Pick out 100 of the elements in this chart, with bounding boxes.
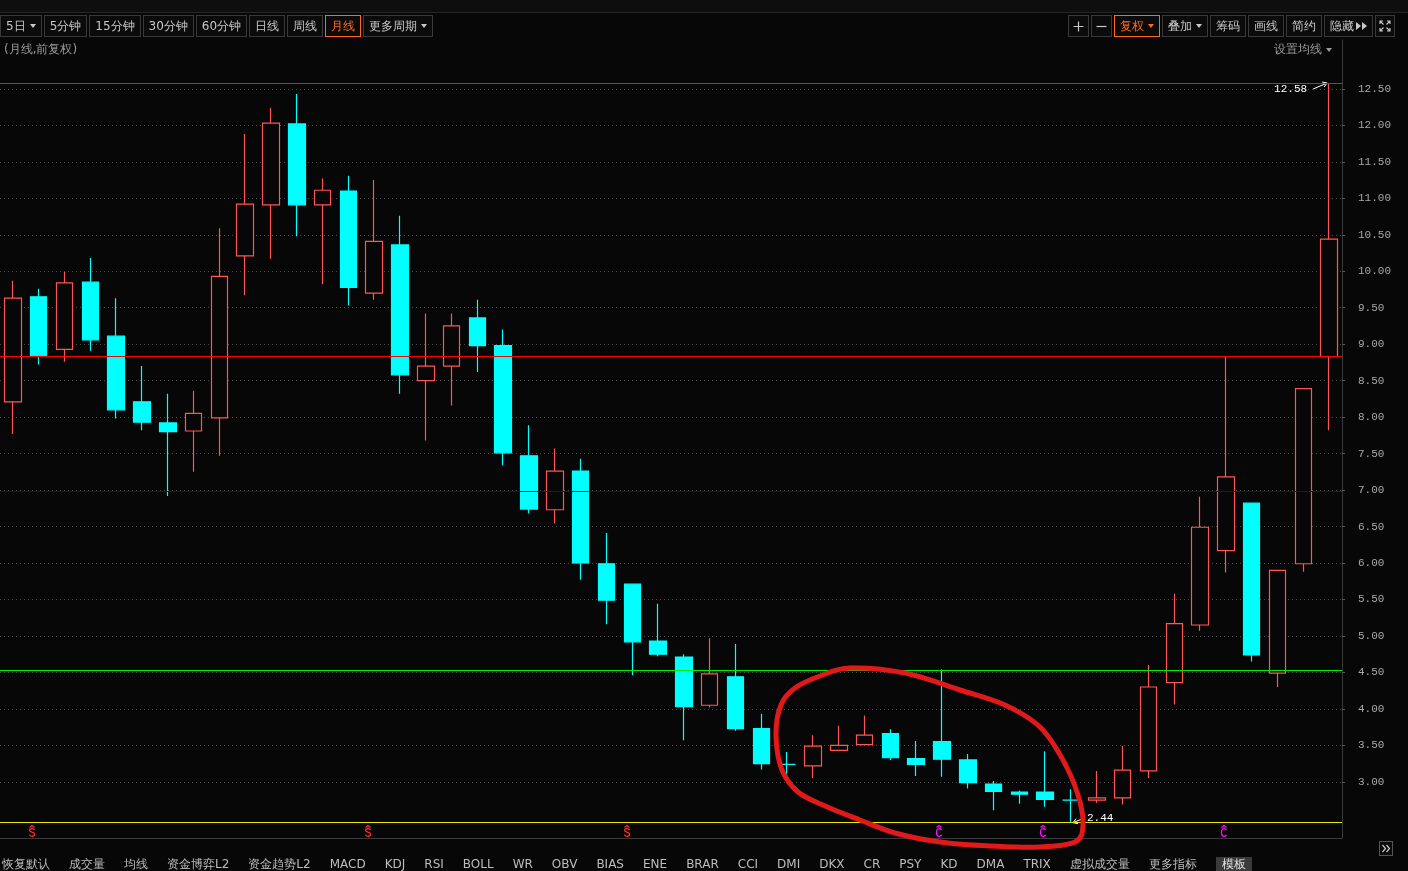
y-tick-label: 9.00 xyxy=(1358,338,1385,351)
text: WR xyxy=(512,857,533,871)
candlestick xyxy=(1268,569,1287,688)
candlestick xyxy=(984,780,1003,811)
candlestick xyxy=(261,107,281,260)
candlestick xyxy=(158,393,178,497)
text: 资金趋势L2 xyxy=(248,857,311,871)
candlestick xyxy=(1190,496,1210,632)
candlestick xyxy=(726,643,745,732)
text: DMI xyxy=(777,857,801,871)
text: 月线 xyxy=(331,17,356,35)
annotation: 2.44 xyxy=(1087,811,1114,824)
text: BIAS xyxy=(596,857,624,871)
text: ENE xyxy=(642,857,668,871)
y-tick-label: 10.00 xyxy=(1358,265,1392,278)
y-tick-label: 12.00 xyxy=(1358,119,1392,132)
candlestick xyxy=(1113,745,1132,806)
candlestick xyxy=(623,583,642,676)
text: 日线 xyxy=(255,17,280,35)
text: MACD xyxy=(329,857,366,871)
text: 筹码 xyxy=(1216,17,1240,35)
candlestick xyxy=(519,424,539,514)
candlestick xyxy=(493,328,513,466)
candlestick xyxy=(55,271,74,363)
y-tick-label: 8.50 xyxy=(1358,374,1385,387)
candlestick xyxy=(1087,770,1107,804)
text: 恢复默认 xyxy=(2,857,50,871)
candlestick xyxy=(210,227,229,457)
text: BOLL xyxy=(462,857,494,871)
text: 资金博弈L2 xyxy=(167,857,230,871)
candlestick xyxy=(571,458,590,581)
text: 5日 xyxy=(6,17,26,35)
text: DMA xyxy=(976,857,1005,871)
candlestick xyxy=(958,753,978,789)
annotation: (月线,前复权) xyxy=(4,41,78,58)
candlestick xyxy=(881,728,900,761)
candlestick xyxy=(364,179,384,301)
y-tick-label: 3.00 xyxy=(1358,775,1385,788)
candlestick xyxy=(1035,750,1055,808)
candlestick xyxy=(235,133,255,296)
candlestick xyxy=(700,637,719,709)
text: KDJ xyxy=(384,857,406,871)
text: RSI xyxy=(424,857,444,871)
candlestick xyxy=(829,725,849,752)
text: 更多指标 xyxy=(1148,857,1197,871)
candlestick xyxy=(674,653,694,741)
annotation: 设置均线 xyxy=(1274,41,1322,58)
y-tick-label: 5.00 xyxy=(1358,629,1385,642)
candlestick xyxy=(855,714,874,746)
text: BRAR xyxy=(686,857,719,871)
y-tick-label: 12.50 xyxy=(1358,82,1392,95)
y-tick-label: 9.50 xyxy=(1358,301,1385,314)
annotation: 12.58 xyxy=(1274,83,1308,96)
text: 叠加 xyxy=(1168,17,1192,35)
text: CCI xyxy=(737,857,759,871)
text: 简约 xyxy=(1292,17,1316,35)
text: 复权 xyxy=(1120,17,1144,35)
text: 更多周期 xyxy=(369,17,418,35)
y-tick-label: 6.00 xyxy=(1358,557,1385,569)
candlestick xyxy=(313,177,332,285)
text: DKX xyxy=(819,857,845,871)
candlestick xyxy=(29,288,48,366)
text: 5分钟 xyxy=(49,17,82,35)
candlestick xyxy=(1242,502,1261,663)
y-tick-label: 7.00 xyxy=(1358,484,1385,497)
candlestick xyxy=(803,734,823,779)
text: 隐藏 xyxy=(1330,17,1354,35)
text: 60分钟 xyxy=(201,17,242,35)
candlestick xyxy=(106,297,126,420)
candlestick xyxy=(1010,789,1029,805)
candlestick xyxy=(545,447,565,525)
y-tick-label: 8.00 xyxy=(1358,411,1385,424)
text: 虚拟成交量 xyxy=(1069,857,1130,871)
y-tick-label: 6.50 xyxy=(1358,520,1385,533)
y-tick-label: 10.50 xyxy=(1358,228,1392,241)
candlestick xyxy=(81,257,100,352)
text: 均线 xyxy=(124,857,148,871)
candlestick xyxy=(932,668,952,778)
candlestick xyxy=(416,312,436,442)
candlestick xyxy=(468,299,487,373)
text: 模板 xyxy=(1215,857,1252,871)
candlestick xyxy=(752,713,771,771)
candlestick xyxy=(648,603,668,657)
text: PSY xyxy=(899,857,922,871)
y-tick-label: 4.00 xyxy=(1358,702,1385,715)
candlestick xyxy=(390,215,410,395)
text: 15分钟 xyxy=(95,17,135,35)
candlestick xyxy=(339,175,358,307)
y-tick-label: 3.50 xyxy=(1358,739,1385,752)
candlestick xyxy=(287,93,307,237)
y-tick-label: 11.50 xyxy=(1358,155,1392,168)
y-tick-label: 5.50 xyxy=(1358,593,1385,606)
candlestick xyxy=(184,390,203,473)
text: OBV xyxy=(551,857,578,871)
text: TRIX xyxy=(1023,857,1051,871)
text: 画线 xyxy=(1254,17,1278,35)
y-tick-label: 4.50 xyxy=(1358,666,1385,679)
text: CR xyxy=(863,857,881,871)
y-tick-label: 7.50 xyxy=(1358,447,1385,460)
y-tick-label: 11.00 xyxy=(1358,192,1392,205)
